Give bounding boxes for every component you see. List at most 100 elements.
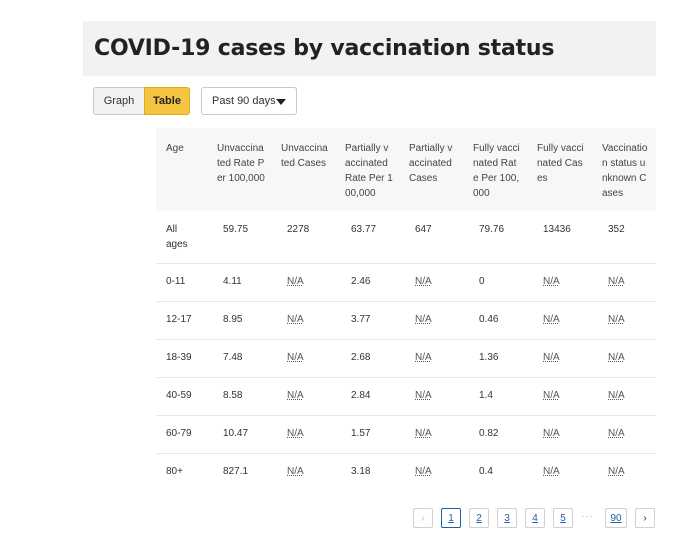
table-cell: 10.47 xyxy=(207,414,271,453)
cell-value: N/A xyxy=(608,351,625,363)
period-dropdown[interactable]: Past 90 days xyxy=(201,87,297,115)
cell-value: N/A xyxy=(608,389,625,401)
cell-value: N/A xyxy=(415,427,432,439)
cell-value: 40-59 xyxy=(166,389,192,401)
page-header: COVID-19 cases by vaccination status xyxy=(83,21,656,76)
cell-value: N/A xyxy=(415,465,432,477)
table-cell: 79.76 xyxy=(463,211,527,263)
cell-value: N/A xyxy=(543,465,560,477)
graph-view-button[interactable]: Graph xyxy=(93,87,144,115)
cell-value: N/A xyxy=(543,427,560,439)
column-header: Fully vaccinated Cases xyxy=(527,128,592,211)
cell-value: N/A xyxy=(608,465,625,477)
table-cell: 827.1 xyxy=(207,452,271,491)
cell-value: N/A xyxy=(415,313,432,325)
cell-value: 352 xyxy=(608,224,625,235)
cell-value: 0.82 xyxy=(479,427,499,439)
cell-value: N/A xyxy=(415,351,432,363)
table-cell: 3.77 xyxy=(335,300,399,339)
table-cell: N/A xyxy=(399,338,463,377)
age-cell: 60-79 xyxy=(156,414,207,453)
table-cell: N/A xyxy=(271,300,335,339)
table-cell: 2.84 xyxy=(335,376,399,415)
last-page-button[interactable]: 90 xyxy=(605,508,627,528)
column-header: Vaccination status unknown Cases xyxy=(592,128,656,211)
cell-value: 59.75 xyxy=(223,224,249,235)
cell-value: N/A xyxy=(608,427,625,439)
cell-value: 4.11 xyxy=(223,275,242,287)
table-cell: N/A xyxy=(271,376,335,415)
age-cell: 18-39 xyxy=(156,338,207,377)
table-row: 80+ 827.1 N/A 3.18 N/A 0.4 N/A N/A xyxy=(156,452,656,491)
table-cell: N/A xyxy=(592,452,656,491)
table-cell: N/A xyxy=(527,338,592,377)
column-header: Age xyxy=(156,128,207,211)
table-cell: 0.46 xyxy=(463,300,527,339)
column-header: Partially vaccinated Rate Per 100,000 xyxy=(335,128,399,211)
cell-value: 2278 xyxy=(287,224,310,235)
page-button[interactable]: 3 xyxy=(497,508,517,528)
table-cell: N/A xyxy=(527,376,592,415)
table-view-button[interactable]: Table xyxy=(144,87,190,115)
page-button[interactable]: 4 xyxy=(525,508,545,528)
table-cell: N/A xyxy=(527,262,592,301)
table-cell: N/A xyxy=(527,452,592,491)
cases-table-container: Age Unvaccinated Rate Per 100,000 Unvacc… xyxy=(156,128,656,491)
cell-value: 0 xyxy=(479,275,485,287)
column-header: Fully vaccinated Rate Per 100,000 xyxy=(463,128,527,211)
table-body: All ages 59.75 2278 63.77 647 79.76 13436 352 0-… xyxy=(156,211,656,491)
table-cell: N/A xyxy=(592,376,656,415)
next-page-button[interactable]: › xyxy=(635,508,655,528)
cell-value: N/A xyxy=(543,275,560,287)
cell-value: 0.46 xyxy=(479,313,499,325)
table-cell: N/A xyxy=(592,262,656,301)
cell-value: 3.18 xyxy=(351,465,371,477)
table-cell: 0.4 xyxy=(463,452,527,491)
table-cell: 7.48 xyxy=(207,338,271,377)
table-cell: N/A xyxy=(271,452,335,491)
table-cell: 63.77 xyxy=(335,211,399,263)
table-row: 60-79 10.47 N/A 1.57 N/A 0.82 N/A N/A xyxy=(156,414,656,453)
table-cell: N/A xyxy=(399,414,463,453)
table-cell: N/A xyxy=(592,414,656,453)
cell-value: All ages xyxy=(166,224,188,250)
table-cell: 1.36 xyxy=(463,338,527,377)
table-cell: N/A xyxy=(399,376,463,415)
cell-value: N/A xyxy=(415,275,432,287)
age-cell: 80+ xyxy=(156,452,207,491)
table-cell: 1.57 xyxy=(335,414,399,453)
cell-value: 63.77 xyxy=(351,224,377,235)
page-button[interactable]: 2 xyxy=(469,508,489,528)
cell-value: N/A xyxy=(543,351,560,363)
table-row: All ages 59.75 2278 63.77 647 79.76 13436 352 xyxy=(156,211,656,263)
cell-value: 827.1 xyxy=(223,465,249,477)
cell-value: N/A xyxy=(287,313,304,325)
cell-value: 8.95 xyxy=(223,313,243,325)
cell-value: 7.48 xyxy=(223,351,243,363)
cell-value: 0-11 xyxy=(166,275,186,287)
cell-value: N/A xyxy=(287,389,304,401)
column-header: Partially vaccinated Cases xyxy=(399,128,463,211)
cell-value: N/A xyxy=(543,313,560,325)
column-header: Unvaccinated Cases xyxy=(271,128,335,211)
prev-page-button[interactable]: ‹ xyxy=(413,508,433,528)
cell-value: 12-17 xyxy=(166,313,192,325)
page-button[interactable]: 5 xyxy=(553,508,573,528)
cell-value: 79.76 xyxy=(479,224,505,235)
cell-value: N/A xyxy=(287,351,304,363)
table-row: 18-39 7.48 N/A 2.68 N/A 1.36 N/A N/A xyxy=(156,338,656,377)
page-title: COVID-19 cases by vaccination status xyxy=(94,36,555,61)
cell-value: 2.68 xyxy=(351,351,371,363)
table-cell: N/A xyxy=(271,338,335,377)
table-cell: 1.4 xyxy=(463,376,527,415)
cell-value: 10.47 xyxy=(223,427,249,439)
column-header: Unvaccinated Rate Per 100,000 xyxy=(207,128,271,211)
table-cell: 8.95 xyxy=(207,300,271,339)
cases-table: Age Unvaccinated Rate Per 100,000 Unvacc… xyxy=(156,128,656,491)
cell-value: 1.36 xyxy=(479,351,499,363)
cell-value: N/A xyxy=(287,275,304,287)
period-dropdown-value: Past 90 days xyxy=(212,95,276,107)
table-row: 0-11 4.11 N/A 2.46 N/A 0 N/A N/A xyxy=(156,262,656,301)
page-button[interactable]: 1 xyxy=(441,508,461,528)
table-cell: N/A xyxy=(399,262,463,301)
